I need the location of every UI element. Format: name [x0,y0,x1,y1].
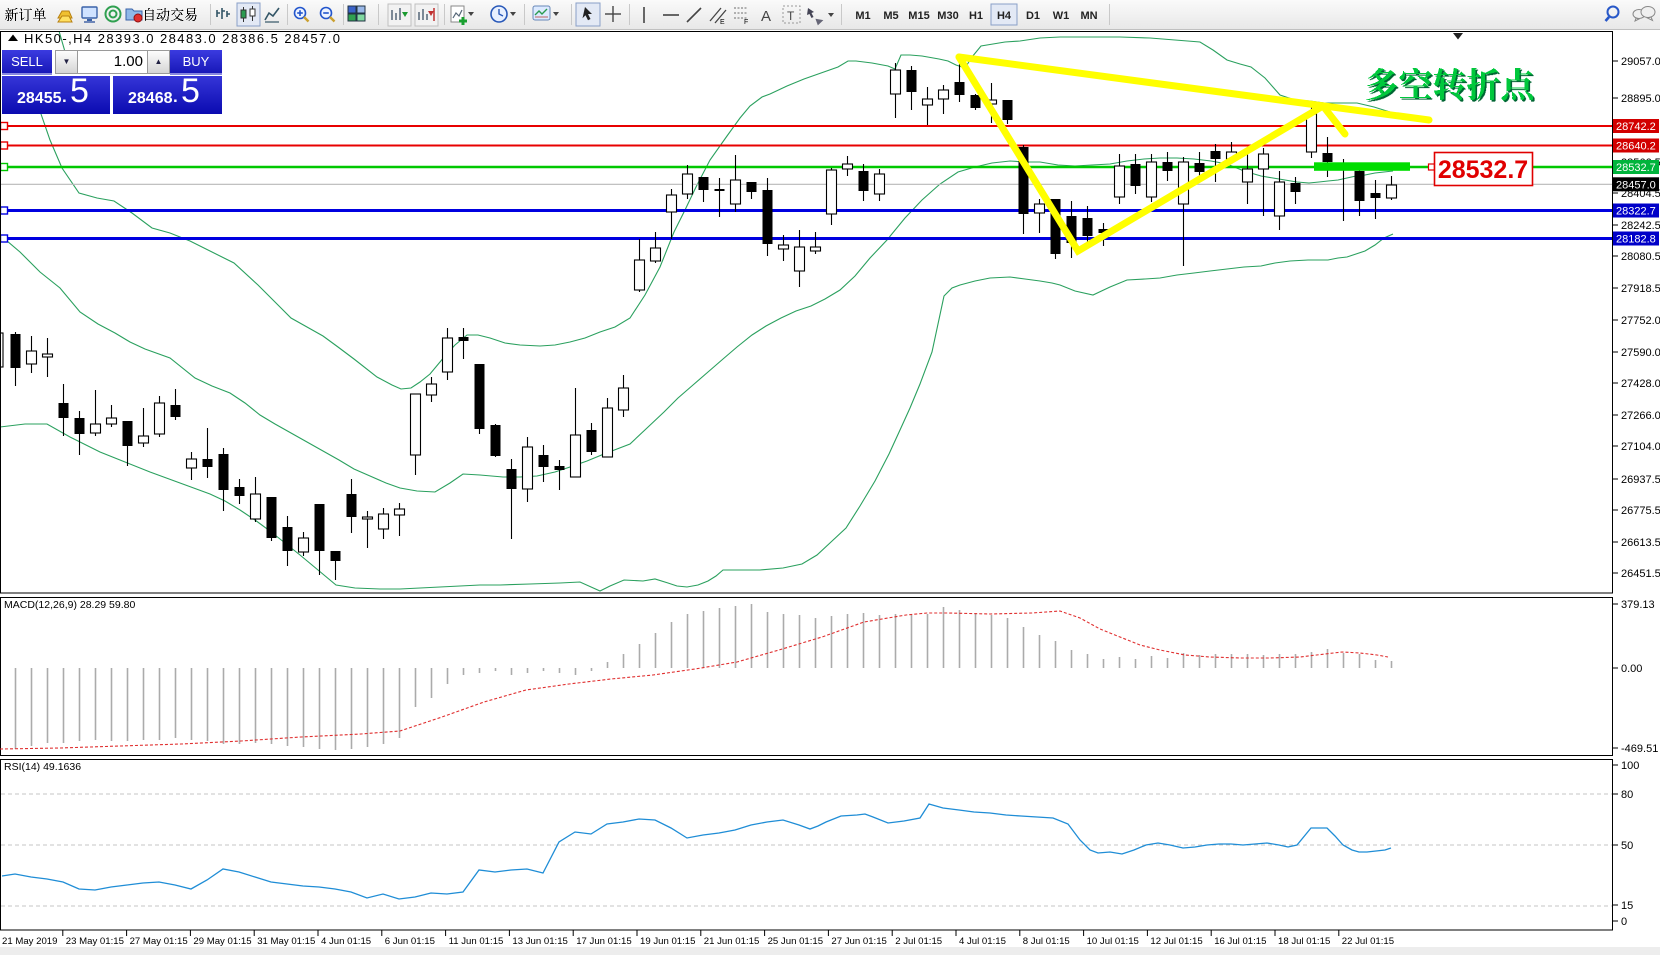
svg-text:28532.7: 28532.7 [1616,162,1656,174]
svg-text:22 Jul 01:15: 22 Jul 01:15 [1342,936,1394,947]
svg-text:19 Jun 01:15: 19 Jun 01:15 [640,936,695,947]
svg-text:17 Jun 01:15: 17 Jun 01:15 [576,936,631,947]
svg-text:27 May 01:15: 27 May 01:15 [130,936,188,947]
svg-text:M15: M15 [908,10,929,22]
svg-text:4 Jul 01:15: 4 Jul 01:15 [959,936,1006,947]
svg-text:M5: M5 [883,10,898,22]
svg-text:26775.5: 26775.5 [1621,505,1660,517]
svg-text:28532.7: 28532.7 [1438,156,1528,184]
svg-text:T: T [787,9,795,23]
svg-text:8 Jul 01:15: 8 Jul 01:15 [1023,936,1070,947]
svg-text:28640.2: 28640.2 [1616,141,1656,153]
svg-text:F: F [744,19,748,26]
svg-text:RSI(14) 49.1636: RSI(14) 49.1636 [4,761,81,773]
svg-text:31 May 01:15: 31 May 01:15 [257,936,315,947]
svg-text:28242.5: 28242.5 [1621,220,1660,232]
svg-text:28742.2: 28742.2 [1616,121,1656,133]
svg-text:M30: M30 [937,10,958,22]
svg-text:-469.51: -469.51 [1621,743,1658,755]
svg-text:28457.0: 28457.0 [1616,180,1656,192]
svg-text:A: A [761,8,771,25]
svg-text:27590.0: 27590.0 [1621,347,1660,359]
svg-text:27428.0: 27428.0 [1621,378,1660,390]
svg-text:12 Jul 01:15: 12 Jul 01:15 [1150,936,1202,947]
svg-text:21 May 2019: 21 May 2019 [2,936,57,947]
svg-text:21 Jun 01:15: 21 Jun 01:15 [704,936,759,947]
svg-text:80: 80 [1621,789,1633,801]
svg-text:10 Jul 01:15: 10 Jul 01:15 [1087,936,1139,947]
svg-text:MACD(12,26,9) 28.29 59.80: MACD(12,26,9) 28.29 59.80 [4,599,135,611]
svg-text:11 Jun 01:15: 11 Jun 01:15 [449,936,504,947]
svg-text:18 Jul 01:15: 18 Jul 01:15 [1278,936,1330,947]
svg-text:29 May 01:15: 29 May 01:15 [193,936,251,947]
svg-text:W1: W1 [1053,10,1070,22]
svg-text:0: 0 [1621,916,1627,928]
svg-text:26451.5: 26451.5 [1621,568,1660,580]
svg-text:15: 15 [1621,900,1633,912]
svg-text:26613.5: 26613.5 [1621,537,1660,549]
svg-text:27266.0: 27266.0 [1621,410,1660,422]
svg-text:0.00: 0.00 [1621,663,1642,675]
svg-text:28080.5: 28080.5 [1621,251,1660,263]
svg-text:H4: H4 [997,10,1012,22]
svg-text:100: 100 [1621,760,1639,772]
svg-text:6 Jun 01:15: 6 Jun 01:15 [385,936,435,947]
svg-text:16 Jul 01:15: 16 Jul 01:15 [1214,936,1266,947]
svg-text:50: 50 [1621,840,1633,852]
svg-text:25 Jun 01:15: 25 Jun 01:15 [768,936,823,947]
svg-text:379.13: 379.13 [1621,599,1655,611]
svg-text:27918.5: 27918.5 [1621,283,1660,295]
svg-text:26937.5: 26937.5 [1621,474,1660,486]
svg-text:13 Jun 01:15: 13 Jun 01:15 [512,936,567,947]
svg-text:2 Jul 01:15: 2 Jul 01:15 [895,936,942,947]
svg-text:HK50-,H4 28393.0 28483.0 2838: HK50-,H4 28393.0 28483.0 28386.5 28457.0 [24,31,342,46]
svg-text:28322.7: 28322.7 [1616,206,1656,218]
svg-text:D1: D1 [1026,10,1040,22]
svg-text:27104.0: 27104.0 [1621,441,1660,453]
svg-text:MN: MN [1080,10,1097,22]
svg-text:23 May 01:15: 23 May 01:15 [66,936,124,947]
svg-text:M1: M1 [855,10,870,22]
svg-text:28895.0: 28895.0 [1621,93,1660,105]
svg-text:4 Jun 01:15: 4 Jun 01:15 [321,936,371,947]
svg-text:27 Jun 01:15: 27 Jun 01:15 [831,936,886,947]
svg-text:28182.8: 28182.8 [1616,234,1656,246]
svg-text:29057.0: 29057.0 [1621,56,1660,68]
svg-text:27752.0: 27752.0 [1621,315,1660,327]
svg-text:H1: H1 [969,10,983,22]
svg-text:E: E [720,19,725,26]
